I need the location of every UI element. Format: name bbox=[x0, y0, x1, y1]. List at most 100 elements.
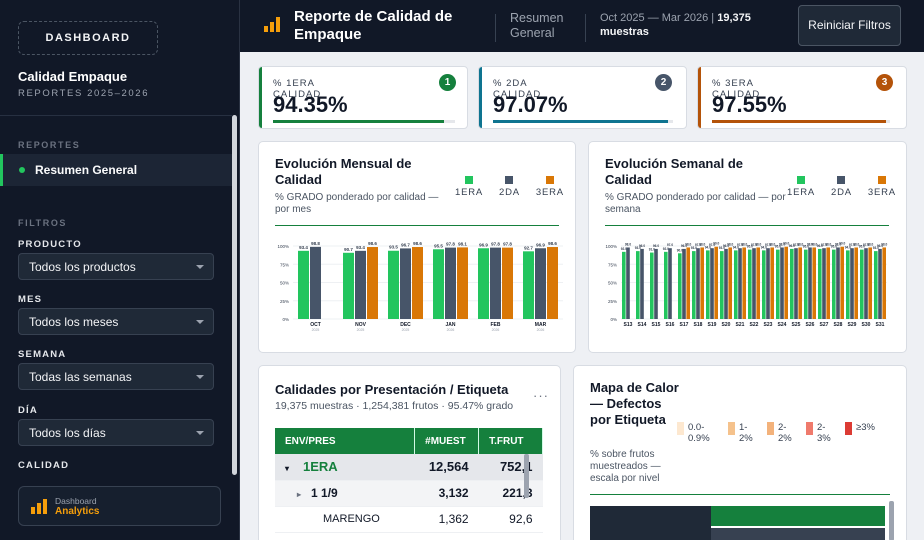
sidebar-divider bbox=[0, 115, 232, 116]
heatmap-legend-item: 2-2% bbox=[767, 422, 794, 444]
sidebar-scrollbar[interactable] bbox=[232, 115, 237, 475]
data-label: 98.0 bbox=[797, 242, 803, 246]
collapse-icon[interactable]: ▾ bbox=[285, 464, 290, 474]
heatmap-legend-item: 1-2% bbox=[728, 422, 755, 444]
data-label: 98.0 bbox=[741, 242, 747, 246]
y-tick-label: 0% bbox=[282, 317, 289, 322]
kpi-progress-track bbox=[493, 120, 673, 123]
x-tick-label: S22 bbox=[750, 322, 759, 328]
sidebar-subtitle: REPORTES 2025–2026 bbox=[18, 88, 150, 99]
x-tick-label: S15 bbox=[652, 322, 661, 328]
bar-2da bbox=[682, 248, 686, 319]
bar-1era bbox=[874, 251, 878, 319]
data-label: 98.6 bbox=[548, 241, 557, 246]
x-tick-label: S23 bbox=[764, 322, 773, 328]
header-divider bbox=[495, 14, 496, 42]
x-tick-sublabel: 2025 bbox=[402, 328, 410, 332]
legend-item: 1ERA bbox=[455, 176, 483, 198]
quality-table-panel: Calidades por Presentación / Etiqueta 19… bbox=[258, 365, 561, 540]
x-tick-label: S27 bbox=[820, 322, 829, 328]
table-scrollbar[interactable] bbox=[524, 454, 529, 498]
bar-3era bbox=[457, 247, 468, 319]
dashboard-button[interactable]: DASHBOARD bbox=[18, 21, 158, 55]
x-tick-label: FEB bbox=[491, 322, 501, 328]
x-tick-label: S30 bbox=[862, 322, 871, 328]
reset-filters-button[interactable]: Reiniciar Filtros bbox=[798, 5, 901, 46]
pivot-table-container: ENV/PRES #MUEST T.FRUT ▾ 1ERA 12,564 752,… bbox=[275, 428, 543, 540]
x-tick-label: S17 bbox=[680, 322, 689, 328]
panel-title: Evolución Mensual de Calidad bbox=[275, 156, 412, 187]
heatmap-panel: Mapa de Calor — Defectos por Etiqueta % … bbox=[573, 365, 907, 540]
data-label: 95.0 bbox=[859, 245, 865, 249]
kpi-progress-fill bbox=[273, 120, 445, 123]
x-tick-sublabel: 2026 bbox=[447, 328, 455, 332]
kpi-accent bbox=[259, 67, 262, 128]
data-label: 93.4 bbox=[356, 245, 365, 250]
col-header-muest[interactable]: #MUEST bbox=[414, 428, 480, 454]
heatmap-row-header bbox=[590, 506, 711, 540]
chevron-down-icon bbox=[196, 431, 204, 435]
bar-2da bbox=[626, 247, 630, 319]
data-label: 95.0 bbox=[775, 245, 781, 249]
data-label: 98.6 bbox=[413, 241, 422, 246]
data-label: 94.0 bbox=[705, 245, 711, 249]
bar-3era bbox=[700, 247, 704, 319]
filter-mes-select[interactable]: Todos los meses bbox=[18, 308, 214, 335]
sidebar-item-resumen-general[interactable]: Resumen General bbox=[0, 154, 232, 186]
bar-1era bbox=[846, 250, 850, 319]
bar-2da bbox=[822, 248, 826, 319]
x-tick-label: S16 bbox=[666, 322, 675, 328]
filter-producto-select[interactable]: Todos los productos bbox=[18, 253, 214, 280]
x-tick-label: S21 bbox=[736, 322, 745, 328]
data-label: 96.0 bbox=[681, 244, 687, 248]
data-label: 94.0 bbox=[845, 245, 851, 249]
section-filters-label: FILTROS bbox=[18, 218, 68, 228]
data-label: 98.1 bbox=[458, 241, 467, 246]
bar-1era bbox=[692, 251, 696, 319]
y-tick-label: 25% bbox=[280, 299, 289, 304]
bar-2da bbox=[864, 248, 868, 319]
kpi-value: 97.55% bbox=[712, 92, 787, 117]
data-label: 98.0 bbox=[811, 242, 817, 246]
filter-dia-select[interactable]: Todos los días bbox=[18, 419, 214, 446]
bar-2da bbox=[696, 248, 700, 319]
expand-icon[interactable]: ▸ bbox=[297, 490, 302, 499]
cell-muest: 3,132 bbox=[414, 480, 479, 507]
data-label: 96.9 bbox=[536, 242, 545, 247]
header-tab-resumen[interactable]: Resumen General bbox=[510, 11, 564, 40]
data-label: 92.0 bbox=[621, 247, 627, 251]
table-row[interactable]: MARENGO 1,362 92,6 bbox=[275, 506, 543, 533]
header-divider bbox=[585, 14, 586, 42]
col-header-env-pres[interactable]: ENV/PRES bbox=[275, 428, 416, 454]
data-label: 91.0 bbox=[649, 248, 655, 252]
filter-producto-label: PRODUCTO bbox=[18, 239, 82, 250]
data-label: 97.8 bbox=[446, 242, 455, 247]
more-options-icon[interactable]: ··· bbox=[533, 388, 549, 403]
col-header-tfrut[interactable]: T.FRUT bbox=[478, 428, 543, 454]
panel-rule bbox=[605, 225, 889, 226]
data-label: 96.0 bbox=[877, 244, 883, 248]
active-dot-icon bbox=[19, 167, 25, 173]
row-label: 1 1/9 bbox=[311, 486, 338, 500]
table-row[interactable]: ▾ 1ERA 12,564 752,1 bbox=[275, 454, 543, 481]
x-tick-label: S29 bbox=[848, 322, 857, 328]
x-tick-label: NOV bbox=[355, 322, 367, 328]
data-label: 90.7 bbox=[344, 247, 353, 252]
x-tick-sublabel: 2026 bbox=[492, 328, 500, 332]
data-label: 98.0 bbox=[825, 242, 831, 246]
data-label: 97.8 bbox=[491, 242, 500, 247]
bar-1era bbox=[790, 248, 794, 319]
kpi-rank-badge: 3 bbox=[876, 74, 893, 91]
data-label: 95.0 bbox=[747, 245, 753, 249]
sidebar: DASHBOARD Calidad Empaque REPORTES 2025–… bbox=[0, 0, 240, 540]
bar-3era bbox=[798, 247, 802, 319]
data-label: 99.0 bbox=[713, 242, 719, 246]
heatmap-scrollbar[interactable] bbox=[889, 501, 894, 540]
x-tick-sublabel: 2025 bbox=[357, 328, 365, 332]
y-tick-label: 100% bbox=[605, 244, 617, 249]
bar-2da bbox=[808, 247, 812, 319]
data-label: 98.0 bbox=[881, 242, 887, 246]
filter-semana-select[interactable]: Todas las semanas bbox=[18, 363, 214, 390]
table-row[interactable]: ▸ 1 1/9 3,132 221,3 bbox=[275, 480, 543, 507]
x-tick-label: S19 bbox=[708, 322, 717, 328]
